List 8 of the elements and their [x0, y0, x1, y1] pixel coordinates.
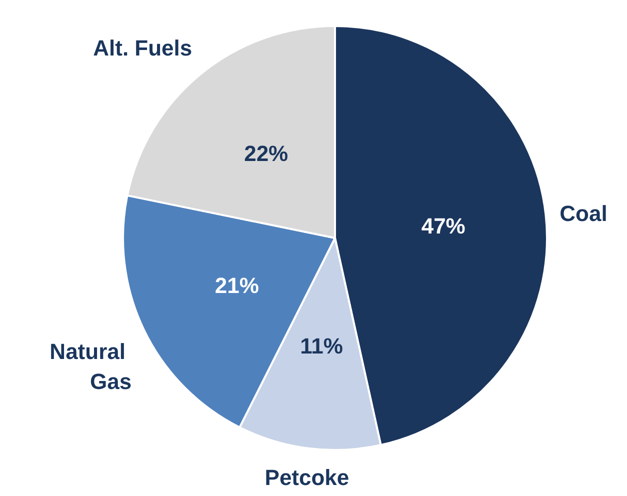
slice-label: Alt. Fuels — [93, 35, 192, 60]
data-label: 21% — [214, 273, 259, 298]
data-label: 11% — [300, 334, 343, 359]
slice-label: Coal — [560, 200, 608, 226]
data-label: 47% — [421, 214, 466, 239]
data-label: 22% — [244, 141, 288, 166]
slice-label: Natural Gas — [50, 339, 132, 394]
slice-label: Petcoke — [264, 464, 350, 490]
